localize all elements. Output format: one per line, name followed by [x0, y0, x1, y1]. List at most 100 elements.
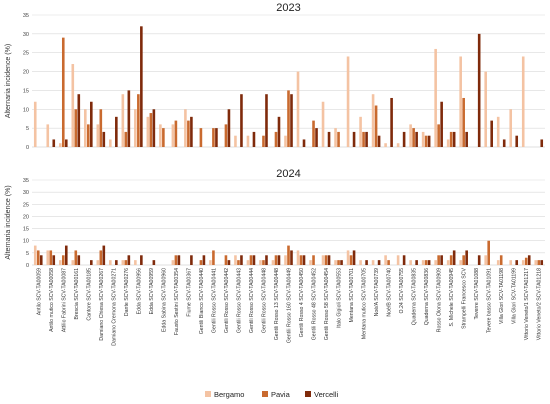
x-category-label: Edda SCV-TA00956	[136, 268, 142, 314]
bar-vercelli	[427, 260, 431, 265]
x-category-label: Vittorio Veneto/1 SCV-TA01217	[524, 268, 530, 340]
bar-vercelli	[302, 139, 306, 147]
bar-vercelli	[90, 101, 93, 147]
y-tick-label: 25	[23, 202, 29, 208]
bar-pavia	[124, 131, 128, 147]
bar-bergamo	[496, 260, 500, 265]
y-axis-label: Alternaria incidence (%)	[5, 185, 12, 259]
x-category-label: Gentili Rosso 13 SCV-TA00448	[274, 268, 280, 340]
x-category-label: Tevere basso SCV-TA01091	[487, 268, 493, 333]
bar-bergamo	[434, 48, 437, 147]
x-category-label: Villa Glori SCV-TA01199	[512, 268, 518, 324]
bar-pavia	[149, 113, 153, 147]
x-category-label: Teverre SCV-TA01088	[474, 268, 480, 320]
bar-pavia	[124, 260, 128, 265]
bar-vercelli	[77, 255, 81, 265]
bar-bergamo	[209, 260, 212, 265]
bar-bergamo	[234, 135, 237, 147]
y-tick-label: 0	[26, 145, 29, 151]
x-category-label: Antilo SCV-TA00059	[36, 268, 42, 315]
bar-vercelli	[152, 109, 156, 147]
bar-pavia	[137, 94, 140, 147]
bar-vercelli	[52, 139, 56, 147]
bar-bergamo	[284, 255, 287, 265]
bar-vercelli	[265, 94, 268, 147]
x-category-label: Quaderna SCV-TA00836	[424, 268, 430, 325]
bar-vercelli	[290, 250, 293, 265]
bar-vercelli	[452, 250, 456, 265]
bar-vercelli	[440, 101, 443, 147]
legend-swatch-pavia	[262, 391, 268, 397]
x-category-label: Damiano Cremona SCV-TA00271	[111, 268, 117, 346]
bar-pavia	[262, 260, 265, 265]
legend-swatch-vercelli	[305, 391, 311, 397]
bar-bergamo	[159, 124, 162, 147]
bar-pavia	[362, 131, 365, 147]
bar-pavia	[312, 120, 315, 147]
bar-bergamo	[534, 260, 538, 265]
bar-vercelli	[102, 245, 106, 265]
bar-bergamo	[46, 250, 50, 265]
bar-vercelli	[77, 94, 81, 147]
bar-pavia	[524, 257, 528, 265]
bar-bergamo	[359, 260, 362, 265]
bar-vercelli	[152, 260, 156, 265]
bar-vercelli	[415, 260, 418, 265]
bar-pavia	[99, 109, 103, 147]
bar-pavia	[162, 128, 165, 147]
y-tick-label: 20	[23, 214, 29, 220]
bar-bergamo	[296, 250, 300, 265]
bar-bergamo	[446, 139, 450, 147]
y-tick-label: 25	[23, 51, 29, 57]
y-tick-label: 0	[26, 263, 29, 269]
bar-vercelli	[452, 131, 456, 147]
bar-bergamo	[246, 135, 250, 147]
bar-vercelli	[515, 135, 519, 147]
bar-vercelli	[177, 255, 181, 265]
bar-bergamo	[334, 260, 337, 265]
bar-pavia	[437, 255, 440, 265]
bar-pavia	[87, 124, 90, 147]
bar-bergamo	[371, 260, 375, 265]
bar-bergamo	[171, 124, 175, 147]
legend-label-vercelli: Vercelli	[314, 390, 339, 399]
x-category-label: Gentili Rosso SCV-TA00443	[236, 268, 242, 333]
bar-vercelli	[39, 255, 43, 265]
bar-pavia	[387, 260, 390, 265]
bar-vercelli	[215, 128, 218, 147]
bar-bergamo	[109, 139, 112, 147]
bar-pavia	[337, 260, 340, 265]
bar-vercelli	[140, 255, 143, 265]
bar-pavia	[99, 250, 103, 265]
bar-pavia	[224, 255, 228, 265]
bar-vercelli	[190, 116, 193, 147]
bar-bergamo	[321, 101, 325, 147]
bar-vercelli	[115, 116, 118, 147]
x-category-label: O.24 SCV-TA00755	[399, 268, 405, 314]
bar-pavia	[61, 37, 65, 147]
bar-bergamo	[496, 116, 500, 147]
bar-pavia	[274, 131, 278, 147]
y-tick-label: 15	[23, 88, 29, 94]
bar-vercelli	[52, 255, 56, 265]
bar-bergamo	[384, 143, 387, 147]
x-category-label: Fausto Sestini SCV-TA00354	[174, 268, 180, 335]
bar-pavia	[412, 128, 415, 147]
bar-vercelli	[477, 33, 481, 147]
x-category-label: Gentili Rosso 48 SCV-TA00452	[312, 268, 318, 340]
bar-vercelli	[115, 260, 118, 265]
bar-bergamo	[58, 260, 62, 265]
x-category-label: Rosso Olona SCV-TA00909	[437, 268, 443, 332]
bar-bergamo	[109, 260, 112, 265]
y-tick-label: 20	[23, 70, 29, 76]
bar-vercelli	[102, 131, 106, 147]
bar-bergamo	[134, 260, 137, 265]
bar-bergamo	[271, 260, 275, 265]
x-category-label: Gentili Rosso 160 SCV-TA00449	[287, 268, 293, 343]
bar-vercelli	[402, 255, 406, 265]
x-category-label: Edda SCV-TA00959	[149, 268, 155, 314]
x-category-label: Dante SCV-TA00276	[124, 268, 130, 316]
bar-bergamo	[96, 260, 100, 265]
bar-pavia	[437, 124, 440, 147]
